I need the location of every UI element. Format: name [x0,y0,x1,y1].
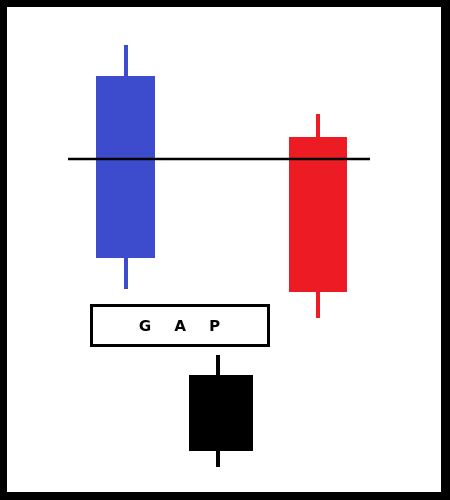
gap-label-box: G A P [90,304,270,347]
candlestick-gap-diagram: G A P [68,45,370,467]
blue-candlestick [96,45,155,289]
diagram-canvas: G A P [7,7,441,492]
blue-candle-body [96,76,155,258]
black-candlestick [189,355,253,467]
gap-label-text: G A P [139,317,229,335]
red-candlestick [289,114,347,318]
black-candle-body [189,375,253,451]
gap-label-border [90,304,270,347]
red-candle-body [289,137,347,292]
